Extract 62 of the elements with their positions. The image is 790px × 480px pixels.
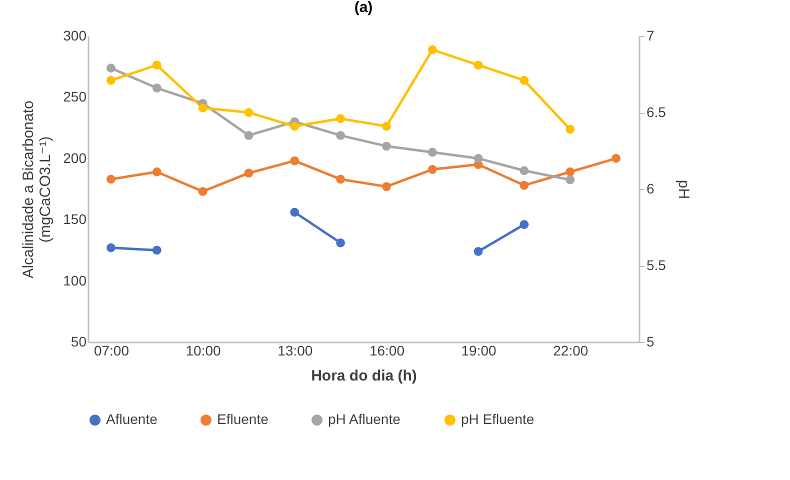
point [198,103,208,112]
y2-axis-title: pH [674,180,692,200]
point [474,154,483,163]
point [106,243,116,252]
point [290,122,300,131]
point [428,164,437,174]
point [336,238,346,248]
point [474,60,483,70]
y-tick-label: 300 [63,28,87,44]
y-axis-title: Alcalinidade a Bicarbonato (mgCaCO3.L⁻¹) [20,100,54,278]
point [106,174,116,184]
point [336,114,346,124]
x-axis-title: Hora do dia (h) [311,368,417,384]
point [520,166,529,176]
legend-label: pH Afluente [328,411,401,428]
y-tick-label: 150 [63,211,87,228]
point [474,246,483,256]
legend-label: Efluente [217,411,269,428]
point [612,154,621,163]
point [152,84,162,92]
y2-tick-label: 5.5 [646,257,666,273]
y2-tick-label: 6.5 [646,104,666,120]
y-tick-label: 100 [63,272,87,288]
x-tick-label: 10:00 [186,342,222,358]
point [198,186,208,196]
x-tick-label: 22:00 [553,342,588,358]
point [290,156,300,166]
x-tick-label: 13:00 [278,342,313,358]
y2-tick-label: 6 [646,180,654,196]
point [244,130,254,140]
legend-label: Afluente [106,411,158,428]
point [520,220,529,229]
y-tick-label: 200 [63,150,87,166]
x-tick-label: 19:00 [461,342,497,358]
y2-tick-label: 5 [646,334,654,350]
y2-tick-label: 7 [646,28,654,44]
legend-label: pH Efluente [461,411,534,428]
point [566,124,575,134]
point [428,45,437,54]
point [106,64,116,73]
point [152,167,162,176]
chart-title: (a) [354,0,373,16]
point [152,60,162,70]
point [382,142,391,151]
point [244,168,254,178]
point [520,180,529,190]
point [106,76,116,85]
y-tick-label: 50 [70,334,87,350]
point [566,175,575,184]
point [520,76,529,85]
point [244,108,254,117]
point [152,246,162,255]
point [382,182,391,192]
point [290,208,300,217]
y-tick-label: 250 [63,88,87,105]
point [336,174,346,184]
x-tick-label: 16:00 [369,342,405,358]
point [336,130,346,140]
point [566,167,575,176]
point [428,148,437,157]
x-tick-label: 07:00 [94,342,130,358]
point [382,122,391,131]
